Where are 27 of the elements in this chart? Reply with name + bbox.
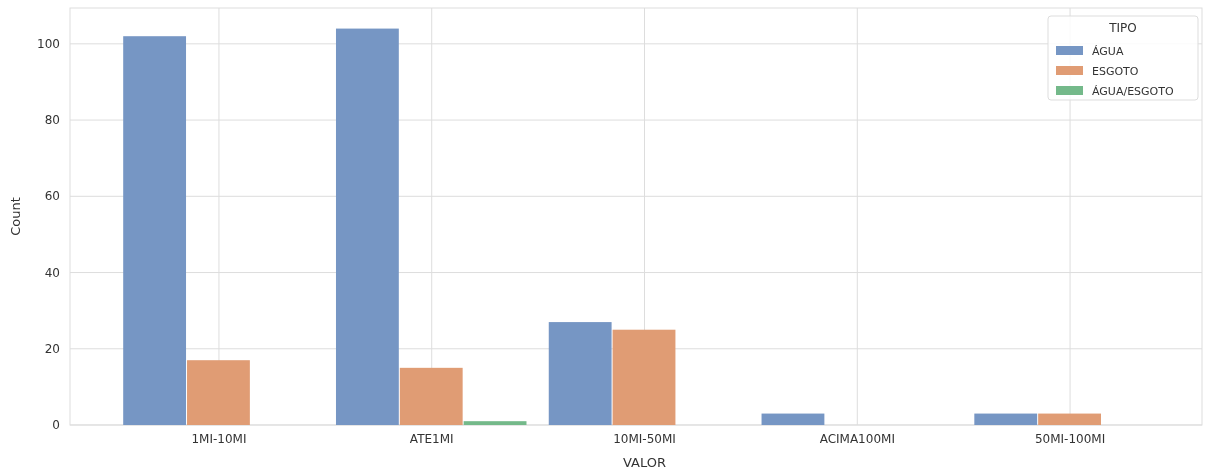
- x-tick-label: 50MI-100MI: [1034, 432, 1106, 446]
- x-tick-label: ATE1MI: [409, 432, 454, 446]
- bar: [1038, 413, 1101, 425]
- y-tick-label: 100: [37, 36, 60, 51]
- bar: [612, 329, 676, 425]
- y-tick-label: 20: [44, 341, 60, 356]
- x-axis-title: VALOR: [623, 455, 667, 470]
- x-tick-label: 10MI-50MI: [613, 432, 676, 446]
- bar: [335, 28, 399, 425]
- bar: [974, 413, 1038, 425]
- legend-label: ÁGUA: [1092, 45, 1124, 58]
- legend-title: TIPO: [1108, 21, 1137, 35]
- bar: [399, 367, 463, 425]
- bar: [187, 360, 250, 425]
- bar: [123, 36, 187, 425]
- legend-label: ÁGUA/ESGOTO: [1092, 85, 1174, 98]
- bar: [548, 322, 612, 425]
- bar: [761, 413, 825, 425]
- x-tick-label: ACIMA100MI: [819, 432, 895, 446]
- y-tick-label: 60: [44, 189, 60, 204]
- y-tick-label: 80: [44, 113, 60, 128]
- legend-label: ESGOTO: [1092, 65, 1139, 78]
- x-tick-label: 1MI-10MI: [191, 432, 247, 446]
- y-tick-label: 40: [44, 265, 60, 280]
- y-axis-title: Count: [8, 197, 23, 236]
- bar: [463, 421, 527, 425]
- y-tick-label: 0: [52, 418, 60, 432]
